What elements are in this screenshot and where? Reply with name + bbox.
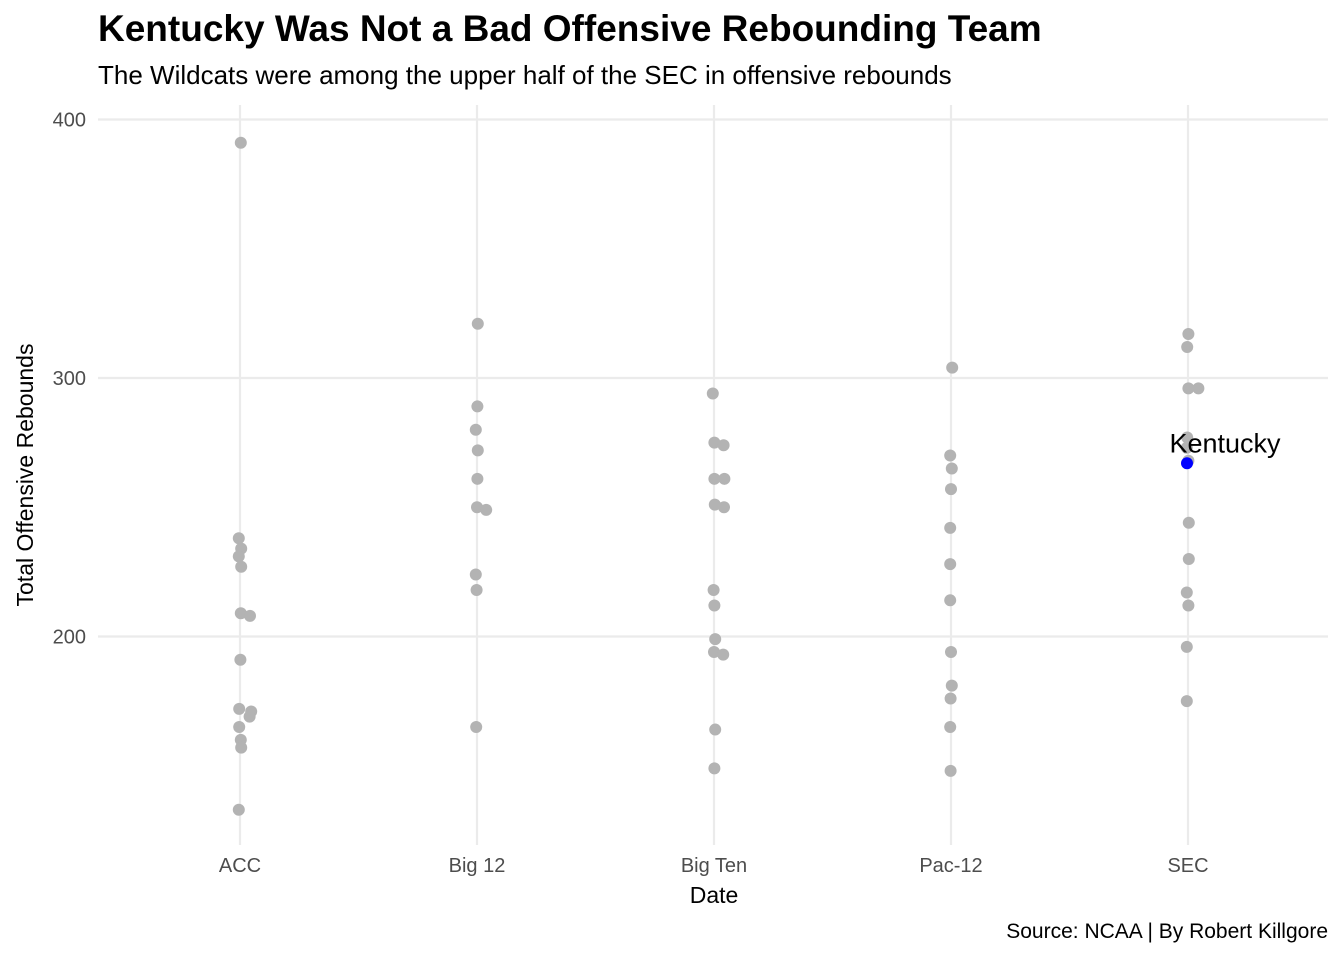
data-point (232, 532, 245, 545)
data-point (1180, 640, 1193, 653)
data-point (480, 503, 493, 516)
data-point (1181, 431, 1194, 444)
data-point (709, 633, 722, 646)
data-point (1182, 382, 1195, 395)
y-tick-label: 300 (53, 368, 86, 390)
data-point (235, 560, 248, 573)
data-point (708, 599, 721, 612)
y-tick-label: 200 (53, 627, 86, 649)
chart-subtitle: The Wildcats were among the upper half o… (98, 60, 952, 90)
data-point (470, 583, 483, 596)
data-point (469, 568, 482, 581)
data-point (944, 720, 957, 733)
data-point (469, 423, 482, 436)
data-point (709, 723, 722, 736)
data-point (1192, 382, 1205, 395)
data-point (708, 472, 721, 485)
data-point (471, 317, 484, 330)
chart-title: Kentucky Was Not a Bad Offensive Rebound… (98, 8, 1042, 49)
highlight-label: Kentucky (1169, 428, 1281, 458)
data-point (471, 400, 484, 413)
data-point (1180, 441, 1193, 454)
x-tick-label: Big 12 (449, 855, 506, 877)
data-point (234, 136, 247, 149)
data-point (945, 679, 958, 692)
data-point (471, 444, 484, 457)
data-point (234, 653, 247, 666)
data-point (1182, 328, 1195, 341)
data-point (944, 692, 957, 705)
data-point (234, 607, 247, 620)
data-point (717, 648, 730, 661)
y-axis-title: Total Offensive Rebounds (12, 344, 38, 607)
data-point (944, 449, 957, 462)
data-point (708, 646, 720, 659)
data-point (1181, 340, 1194, 353)
data-point (718, 472, 731, 485)
data-points (232, 136, 1205, 816)
data-point (1180, 586, 1193, 599)
data-point (717, 439, 730, 452)
data-point (1182, 599, 1195, 612)
data-point (243, 710, 256, 723)
data-point (707, 583, 720, 596)
x-axis-title: Date (690, 882, 739, 908)
data-point (708, 762, 721, 775)
x-tick-label: Big Ten (681, 855, 747, 877)
x-tick-label: SEC (1167, 855, 1208, 877)
data-point (1182, 552, 1195, 565)
data-point (706, 387, 719, 400)
y-axis-ticks: 200 300 400 (53, 110, 86, 649)
highlight-layer: Kentucky (1169, 428, 1281, 470)
data-point (471, 472, 484, 485)
x-tick-label: ACC (219, 855, 261, 877)
data-point (1182, 516, 1195, 529)
data-point (232, 550, 245, 563)
data-point (235, 741, 248, 754)
data-point (944, 521, 957, 534)
data-point (945, 462, 958, 475)
data-point (471, 501, 483, 514)
data-point (232, 803, 245, 816)
y-tick-label: 400 (53, 110, 86, 132)
data-point (944, 764, 957, 777)
x-axis-ticks: ACC Big 12 Big Ten Pac-12 SEC (219, 855, 1209, 877)
data-point (470, 720, 483, 733)
data-point (708, 498, 721, 511)
data-point (708, 436, 721, 449)
data-point (233, 702, 246, 715)
chart-caption: Source: NCAA | By Robert Killgore (1006, 920, 1328, 943)
data-point (233, 720, 246, 733)
data-point (1180, 695, 1193, 708)
data-point (944, 594, 957, 607)
data-point (944, 558, 957, 571)
x-tick-label: Pac-12 (919, 855, 982, 877)
data-point (945, 646, 957, 659)
data-point (244, 609, 256, 622)
data-point (946, 361, 959, 374)
data-point (718, 501, 730, 514)
data-point (945, 483, 957, 496)
highlight-point (1181, 457, 1193, 470)
